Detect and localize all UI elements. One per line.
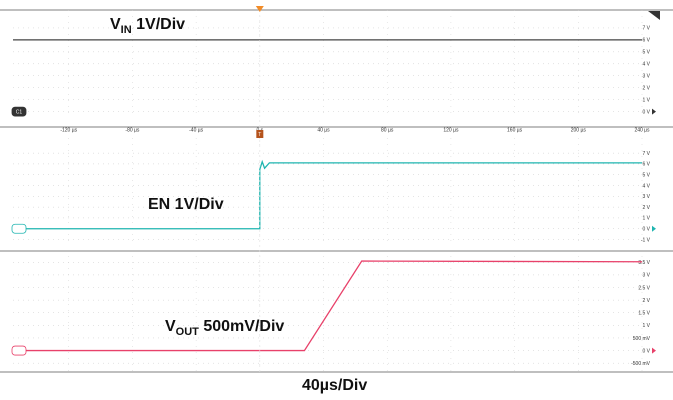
y-tick-label: 3 V — [642, 194, 650, 200]
zero-level-marker — [652, 108, 656, 115]
channel-badge-text: C2 — [16, 227, 23, 233]
channel-badge-c2: C2 — [11, 223, 27, 234]
y-tick-label: 1 V — [642, 97, 650, 103]
y-tick-label: 5 V — [642, 50, 650, 56]
channel-badge-c1: C1 — [11, 106, 27, 117]
y-tick-label: 4 V — [642, 62, 650, 68]
y-tick-label: 2 V — [642, 86, 650, 92]
x-tick-label: -80 µs — [125, 128, 139, 134]
vin-scale-label: VIN 1V/Div — [110, 16, 186, 36]
vout-scale-label: VOUT 500mV/Div — [165, 318, 285, 338]
y-tick-label: 4 V — [642, 183, 650, 189]
y-tick-label: 1 V — [642, 216, 650, 222]
x-tick-label: -120 µs — [60, 128, 77, 134]
x-tick-label: 80 µs — [381, 128, 394, 134]
y-tick-label: 3.5 V — [638, 260, 650, 266]
y-tick-label: 2 V — [642, 205, 650, 211]
y-tick-label: 6 V — [642, 162, 650, 168]
x-tick-label: -40 µs — [189, 128, 203, 134]
trigger-marker-top — [255, 6, 264, 12]
trigger-badge-text: T — [258, 132, 261, 138]
y-tick-label: 2.5 V — [638, 285, 650, 291]
x-tick-label: 200 µs — [571, 128, 587, 134]
y-tick-label: 7 V — [642, 151, 650, 157]
trace-c3 — [13, 260, 643, 352]
y-tick-label: -1 V — [641, 237, 651, 243]
x-tick-label: 160 µs — [507, 128, 523, 134]
y-tick-label: 3 V — [642, 74, 650, 80]
en-scale-label: EN 1V/Div — [148, 196, 224, 213]
y-tick-label: 3 V — [642, 273, 650, 279]
y-tick-label: 1 V — [642, 323, 650, 329]
y-tick-label: 7 V — [642, 26, 650, 32]
trigger-badge — [256, 130, 264, 138]
y-tick-label: 0 V — [642, 227, 650, 233]
y-tick-label: 0 V — [642, 348, 650, 354]
zero-level-marker — [652, 347, 656, 354]
y-tick-label: 5 V — [642, 173, 650, 179]
y-tick-label: 6 V — [642, 38, 650, 44]
corner-marker — [648, 11, 660, 20]
y-tick-label: 0 V — [642, 109, 650, 115]
channel-badge-text: C1 — [16, 109, 23, 115]
y-tick-label: 2 V — [642, 298, 650, 304]
trace-c2 — [13, 159, 642, 230]
channel-badge-c3: C3 — [11, 345, 27, 356]
time-per-div-label: 40µs/Div — [302, 377, 368, 394]
y-tick-label: 1.5 V — [638, 311, 650, 317]
y-tick-label: -500 mV — [631, 361, 651, 367]
zero-level-marker — [652, 225, 656, 232]
channel-badge-text: C3 — [16, 348, 23, 354]
x-tick-label: 240 µs — [634, 128, 650, 134]
x-tick-label: 40 µs — [317, 128, 330, 134]
y-tick-label: 500 mV — [633, 336, 651, 342]
x-tick-label: 120 µs — [443, 128, 459, 134]
